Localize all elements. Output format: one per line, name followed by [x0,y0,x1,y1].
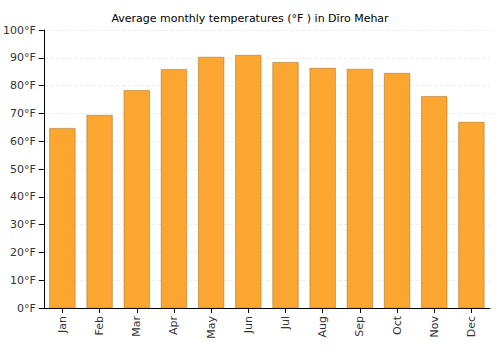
svg-text:Jan: Jan [56,316,69,334]
svg-text:70°F: 70°F [10,107,36,120]
svg-text:Average monthly temperatures (: Average monthly temperatures (°F ) in Dī… [111,12,389,25]
svg-text:Jul: Jul [279,316,292,330]
svg-text:10°F: 10°F [10,274,36,287]
svg-text:Jun: Jun [242,316,255,334]
svg-text:Feb: Feb [93,316,106,335]
svg-text:50°F: 50°F [10,163,36,176]
svg-text:Sep: Sep [353,316,366,337]
svg-text:20°F: 20°F [10,246,36,259]
svg-text:30°F: 30°F [10,218,36,231]
svg-text:Aug: Aug [316,316,329,337]
svg-text:80°F: 80°F [10,79,36,92]
svg-text:Nov: Nov [428,316,441,338]
svg-text:Apr: Apr [167,316,180,336]
svg-text:40°F: 40°F [10,190,36,203]
svg-text:Dec: Dec [465,316,478,337]
svg-text:Mar: Mar [130,316,143,337]
svg-text:Oct: Oct [391,315,404,335]
svg-text:60°F: 60°F [10,135,36,148]
svg-text:100°F: 100°F [3,24,36,37]
svg-text:90°F: 90°F [10,51,36,64]
svg-text:0°F: 0°F [17,302,36,315]
svg-text:May: May [205,316,218,339]
